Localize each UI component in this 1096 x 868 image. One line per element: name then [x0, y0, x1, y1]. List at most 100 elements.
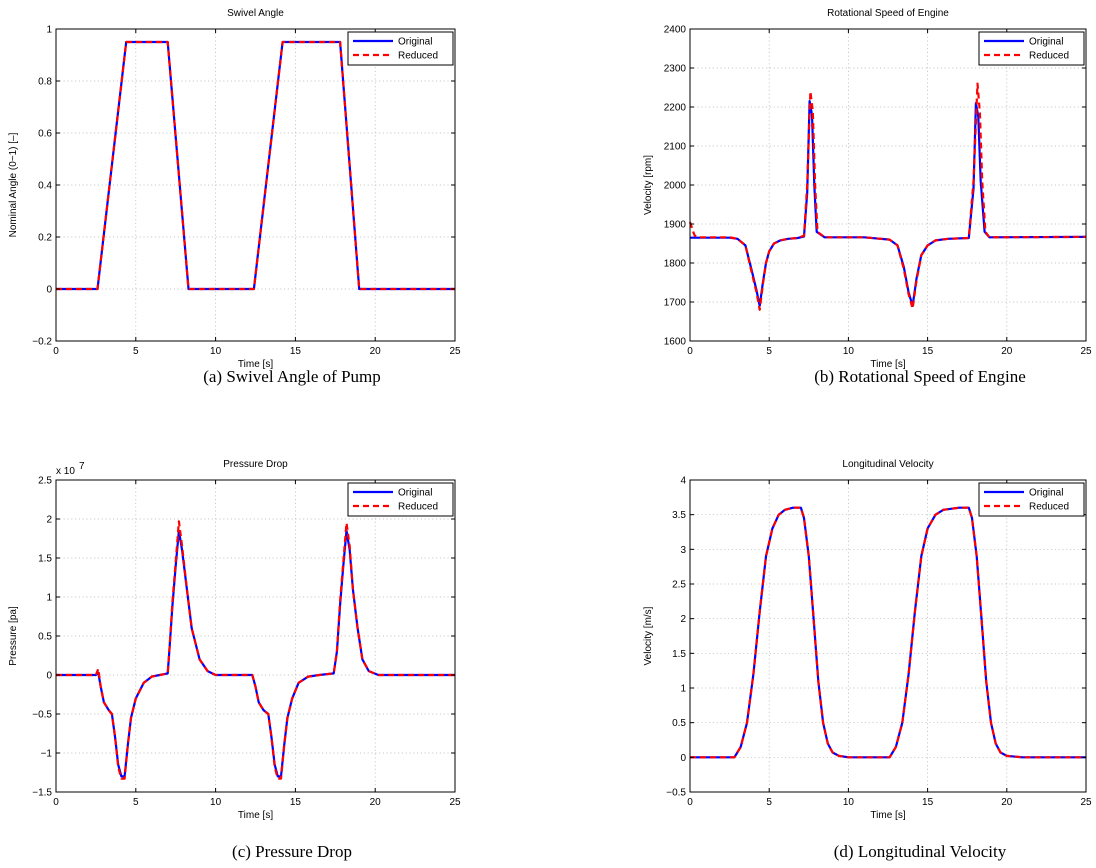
subfigure-caption: (b) Rotational Speed of Engine — [814, 367, 1026, 386]
grid-lines — [690, 29, 1086, 341]
y-tick-label: 0.5 — [672, 718, 686, 729]
x-axis-label: Time [s] — [238, 810, 273, 821]
grid-lines — [56, 480, 455, 792]
y-tick-label: 1.5 — [672, 649, 686, 660]
y-tick-label: 2100 — [664, 142, 687, 153]
legend: Original Reduced — [978, 31, 1085, 66]
y-tick-label: 0.8 — [38, 77, 52, 88]
y-tick-label: −0.5 — [666, 788, 686, 799]
subfigure-caption: (c) Pressure Drop — [232, 842, 352, 861]
x-axis-label: Time [s] — [870, 810, 905, 821]
y-tick-label: 2000 — [664, 181, 687, 192]
y-tick-label: 0 — [680, 753, 686, 764]
x-tick-label: 25 — [1080, 797, 1092, 808]
axes-frame — [689, 479, 1087, 793]
x-tick-label: 10 — [843, 346, 855, 357]
x-tick-label: 25 — [449, 797, 461, 808]
x-tick-label: 15 — [290, 797, 302, 808]
series-line-original — [690, 506, 1086, 759]
legend: Original Reduced — [347, 482, 454, 517]
panel-c: 0 5 10 15 20 25 −1.5 −1 −0.5 0 0.5 1 1.5 2 2.5 x 10 7 Pre… — [8, 459, 461, 861]
x-tick-label: 0 — [687, 797, 693, 808]
legend-label-reduced: Reduced — [1029, 51, 1069, 62]
y-axis-exponent-power: 7 — [79, 461, 85, 472]
y-tick-label: −0.5 — [32, 710, 52, 721]
chart-title: Pressure Drop — [223, 459, 288, 470]
legend-label-reduced: Reduced — [1029, 502, 1069, 513]
y-tick-label: 0.2 — [38, 233, 52, 244]
x-tick-label: 25 — [449, 346, 461, 357]
plot-area — [690, 480, 1086, 792]
y-tick-label: 1.5 — [38, 554, 52, 565]
x-tick-label: 10 — [210, 797, 222, 808]
legend-label-original: Original — [1029, 37, 1063, 48]
y-tick-label: 3.5 — [672, 510, 686, 521]
x-axis-label: Time [s] — [870, 359, 905, 370]
x-axis-label: Time [s] — [238, 359, 273, 370]
panel-d: 0 5 10 15 20 25−0.500.511.522.533.54Longitudi… — [643, 459, 1092, 861]
x-tick-label: 0 — [687, 346, 693, 357]
y-tick-label: 2.5 — [38, 476, 52, 487]
legend-label-reduced: Reduced — [398, 502, 438, 513]
y-tick-label: 1 — [680, 684, 686, 695]
legend-label-original: Original — [1029, 488, 1063, 499]
x-tick-label: 10 — [843, 797, 855, 808]
legend-box — [347, 31, 454, 66]
legend-box — [978, 482, 1085, 517]
subfigure-caption: (d) Longitudinal Velocity — [834, 842, 1007, 861]
y-axis-exponent: x 10 — [56, 466, 75, 477]
y-tick-label: 2300 — [664, 64, 687, 75]
chart-title: Swivel Angle — [227, 8, 284, 19]
y-tick-label: 0.5 — [38, 632, 52, 643]
y-axis-label: Pressure [pa] — [8, 606, 19, 666]
y-tick-label: 1700 — [664, 298, 687, 309]
y-tick-label: 3 — [680, 545, 686, 556]
panel-b: 0 5 10 15 20 25 1600 1700 1800 1900 2000 2100 2200 23… — [643, 8, 1092, 386]
x-tick-label: 0 — [53, 346, 59, 357]
legend-label-original: Original — [398, 488, 432, 499]
x-tick-label: 0 — [53, 797, 59, 808]
x-tick-label: 25 — [1080, 346, 1092, 357]
x-tick-label: 20 — [370, 797, 382, 808]
y-tick-label: 2.5 — [672, 580, 686, 591]
y-tick-label: −1.5 — [32, 788, 52, 799]
y-tick-label: 2400 — [664, 25, 687, 36]
y-tick-label: 1800 — [664, 259, 687, 270]
legend: Original Reduced — [347, 31, 454, 66]
y-tick-label: 1 — [46, 593, 52, 604]
y-tick-label: 2 — [680, 614, 686, 625]
chart-title: Rotational Speed of Engine — [827, 8, 949, 19]
x-tick-label: 5 — [766, 797, 772, 808]
chart-title: Longitudinal Velocity — [842, 459, 933, 470]
x-tick-label: 5 — [133, 797, 139, 808]
y-tick-label: 0.6 — [38, 129, 52, 140]
x-tick-label: 15 — [922, 346, 934, 357]
y-tick-label: 2 — [46, 515, 52, 526]
legend-label-reduced: Reduced — [398, 51, 438, 62]
y-tick-label: −1 — [41, 749, 53, 760]
x-tick-label: 20 — [370, 346, 382, 357]
y-tick-label: 0.4 — [38, 181, 52, 192]
series-line-reduced — [56, 40, 455, 291]
legend: Original Reduced — [978, 482, 1085, 517]
y-tick-label: 1900 — [664, 220, 687, 231]
legend-box — [347, 482, 454, 517]
grid-lines — [56, 29, 455, 341]
y-tick-label: 2200 — [664, 103, 687, 114]
x-tick-label: 5 — [766, 346, 772, 357]
x-tick-label: 10 — [210, 346, 222, 357]
y-axis-label: Nominal Angle (0~1) [–] — [8, 132, 19, 237]
series-line-reduced — [688, 82, 1087, 311]
series-line-reduced — [56, 520, 455, 780]
y-tick-label: 1600 — [664, 337, 687, 348]
x-tick-label: 15 — [922, 797, 934, 808]
y-axis-label: Velocity [rpm] — [643, 155, 654, 215]
x-tick-label: 5 — [133, 346, 139, 357]
y-tick-label: 1 — [46, 25, 52, 36]
y-tick-label: 0 — [46, 285, 52, 296]
y-tick-label: −0.2 — [32, 337, 52, 348]
x-tick-label: 15 — [290, 346, 302, 357]
x-tick-label: 20 — [1001, 797, 1013, 808]
